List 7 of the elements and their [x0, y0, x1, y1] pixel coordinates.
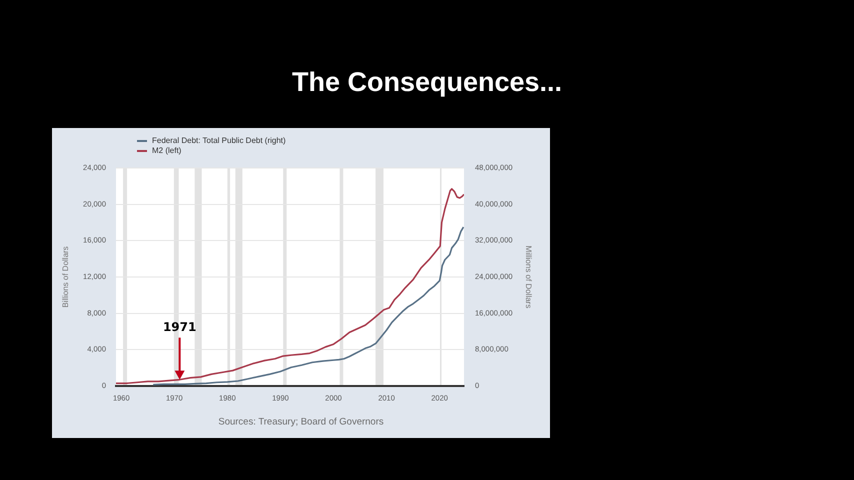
y2-axis-title: Millions of Dollars — [524, 246, 533, 308]
source-note: Sources: Treasury; Board of Governors — [218, 416, 384, 428]
legend-label: Federal Debt: Total Public Debt (right) — [152, 136, 286, 146]
annotation: 1971 — [162, 320, 196, 334]
legend-label: M2 (left) — [152, 146, 182, 156]
y-axis-title: Billions of Dollars — [61, 246, 70, 308]
chart-title: The Consequences... — [292, 67, 562, 97]
